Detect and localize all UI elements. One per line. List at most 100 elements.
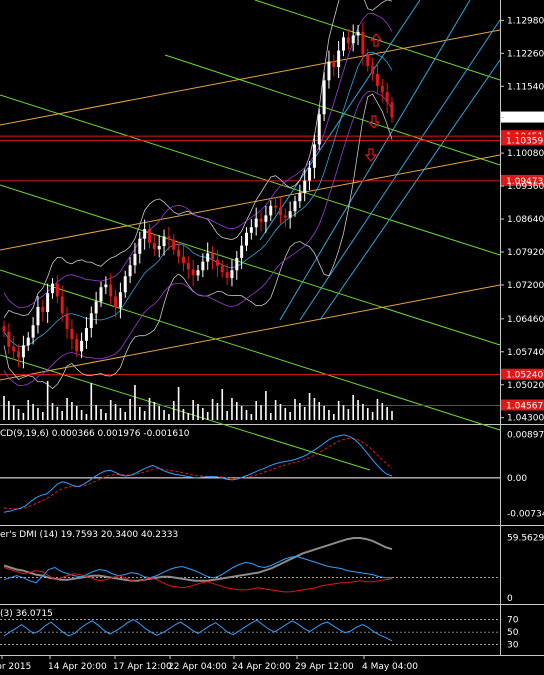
macd-indicator-label: CD(9,19,6) 0.000366 0.001976 -0.001610 xyxy=(0,429,190,439)
price-tick-label-6: 1.08640 xyxy=(507,215,544,225)
rsi-lines xyxy=(0,618,500,646)
volume-bar-67 xyxy=(328,410,330,420)
candle-body-6 xyxy=(31,325,35,338)
volume-bar-1 xyxy=(8,401,10,420)
volume-bar-29 xyxy=(143,411,146,420)
rsi-tick-label-2: 30 xyxy=(507,641,519,651)
volume-bar-8 xyxy=(42,412,44,420)
volume-bar-57 xyxy=(279,404,282,420)
up-arrow-top xyxy=(369,33,383,47)
time-tick-label-2: 17 Apr 12:00 xyxy=(113,662,172,672)
level-badge-3 xyxy=(501,368,544,380)
volume-bar-19 xyxy=(95,405,97,420)
candle-body-9 xyxy=(46,293,50,312)
dmi-lines xyxy=(0,537,500,593)
rsi-panel: (3) 36.0715 70 50 30 xyxy=(0,609,519,651)
candle-body-35 xyxy=(172,239,176,250)
green-channel-line-3 xyxy=(0,354,371,471)
candle-body-61 xyxy=(298,192,302,202)
dmi-axis: 59.5629 0 xyxy=(507,533,544,604)
candle-body-42 xyxy=(206,253,210,262)
volume-bar-78 xyxy=(381,403,384,420)
candle-body-17 xyxy=(84,327,88,341)
main-price-panel: 1.104511.103591.094731.052401.045671.108… xyxy=(0,0,544,471)
volume-bar-54 xyxy=(265,391,267,420)
volume-bar-53 xyxy=(260,405,262,420)
volume-bar-30 xyxy=(148,398,151,420)
candle-body-7 xyxy=(36,306,40,326)
blue-fan-line-1 xyxy=(299,19,501,321)
volume-bar-37 xyxy=(182,409,185,420)
candle-body-26 xyxy=(128,265,132,277)
time-tick-label-1: 14 Apr 20:00 xyxy=(48,662,107,672)
current-price-label: 1.10857 xyxy=(506,114,543,124)
volume-bar-77 xyxy=(376,399,379,420)
volume-bar-65 xyxy=(318,402,321,420)
price-tick-label-8: 1.07200 xyxy=(507,281,544,291)
volume-bar-79 xyxy=(386,407,388,420)
price-tick-label-4: 1.10080 xyxy=(507,149,544,159)
volume-bar-60 xyxy=(294,399,296,420)
macd-tick-label-1: 0.00 xyxy=(507,474,527,484)
candle-body-72 xyxy=(351,35,355,44)
candle-body-15 xyxy=(75,338,79,352)
support-resistance-levels: 1.104511.103591.094731.052401.045671.108… xyxy=(0,111,544,411)
level-label-1: 1.10359 xyxy=(506,136,543,146)
volume-bar-40 xyxy=(197,404,199,420)
candle-body-63 xyxy=(308,167,312,181)
volume-bar-3 xyxy=(17,409,20,420)
volume-bar-68 xyxy=(333,414,335,420)
rsi-line xyxy=(3,618,393,642)
volume-bar-24 xyxy=(119,408,122,420)
macd-lines xyxy=(0,434,500,513)
down-arrow-lower xyxy=(364,148,378,162)
macd-signal-line xyxy=(3,437,393,510)
macd-tick-label-0: 0.008977 xyxy=(507,431,544,441)
volume-bar-47 xyxy=(231,398,233,420)
time-tick-label-3: 22 Apr 04:00 xyxy=(168,662,227,672)
envelope-lower xyxy=(3,90,393,387)
price-tick-label-2: 1.11540 xyxy=(507,82,544,92)
macd-axis: 0.008977 0.00 -0.007347 xyxy=(507,431,544,520)
orange-channel-line-2 xyxy=(0,284,501,381)
bollinger-lower xyxy=(3,93,393,390)
up-arrow-top-shape xyxy=(369,33,383,47)
bollinger-middle xyxy=(3,51,393,348)
candle-body-10 xyxy=(51,283,54,294)
price-tick-label-1: 1.12260 xyxy=(507,49,544,59)
volume-bar-35 xyxy=(172,401,175,420)
main-price-axis: 1.12980 1.12260 1.11540 1.10857 1.10080 1.093… xyxy=(500,16,544,424)
candle-body-1 xyxy=(7,331,11,347)
volume-bar-12 xyxy=(61,411,63,420)
candle-body-11 xyxy=(55,283,59,297)
price-tick-label-5: 1.09360 xyxy=(507,182,544,192)
blue-fan-line-0 xyxy=(279,0,471,321)
rsi-axis: 70 50 30 xyxy=(507,616,519,651)
volume-bar-74 xyxy=(362,404,364,420)
volume-bar-41 xyxy=(202,408,204,420)
candle-body-78 xyxy=(380,85,384,93)
candle-body-70 xyxy=(342,37,345,51)
volume-bar-62 xyxy=(303,407,306,420)
candle-body-53 xyxy=(259,218,263,222)
green-channel-line-1 xyxy=(0,184,501,346)
candle-body-13 xyxy=(65,313,69,329)
volume-bar-5 xyxy=(27,400,30,420)
volume-bar-50 xyxy=(245,410,248,420)
candle-body-58 xyxy=(283,215,287,218)
time-tick-label-6: 4 May 04:00 xyxy=(362,662,418,672)
candle-body-33 xyxy=(162,236,166,247)
dmi-tick-label-1: 0 xyxy=(507,594,513,604)
blue-fan-line-3 xyxy=(259,0,421,241)
volume-bar-70 xyxy=(342,405,345,420)
dmi-plus-line xyxy=(3,555,392,584)
dmi-tick-label-0: 59.5629 xyxy=(507,533,544,543)
candle-body-76 xyxy=(371,66,375,74)
volume-bar-44 xyxy=(216,403,219,420)
candle-body-67 xyxy=(327,61,331,81)
volume-bar-39 xyxy=(192,400,194,420)
candle-body-32 xyxy=(157,246,161,250)
volume-bar-33 xyxy=(163,410,165,420)
level-badge-2 xyxy=(501,174,544,186)
